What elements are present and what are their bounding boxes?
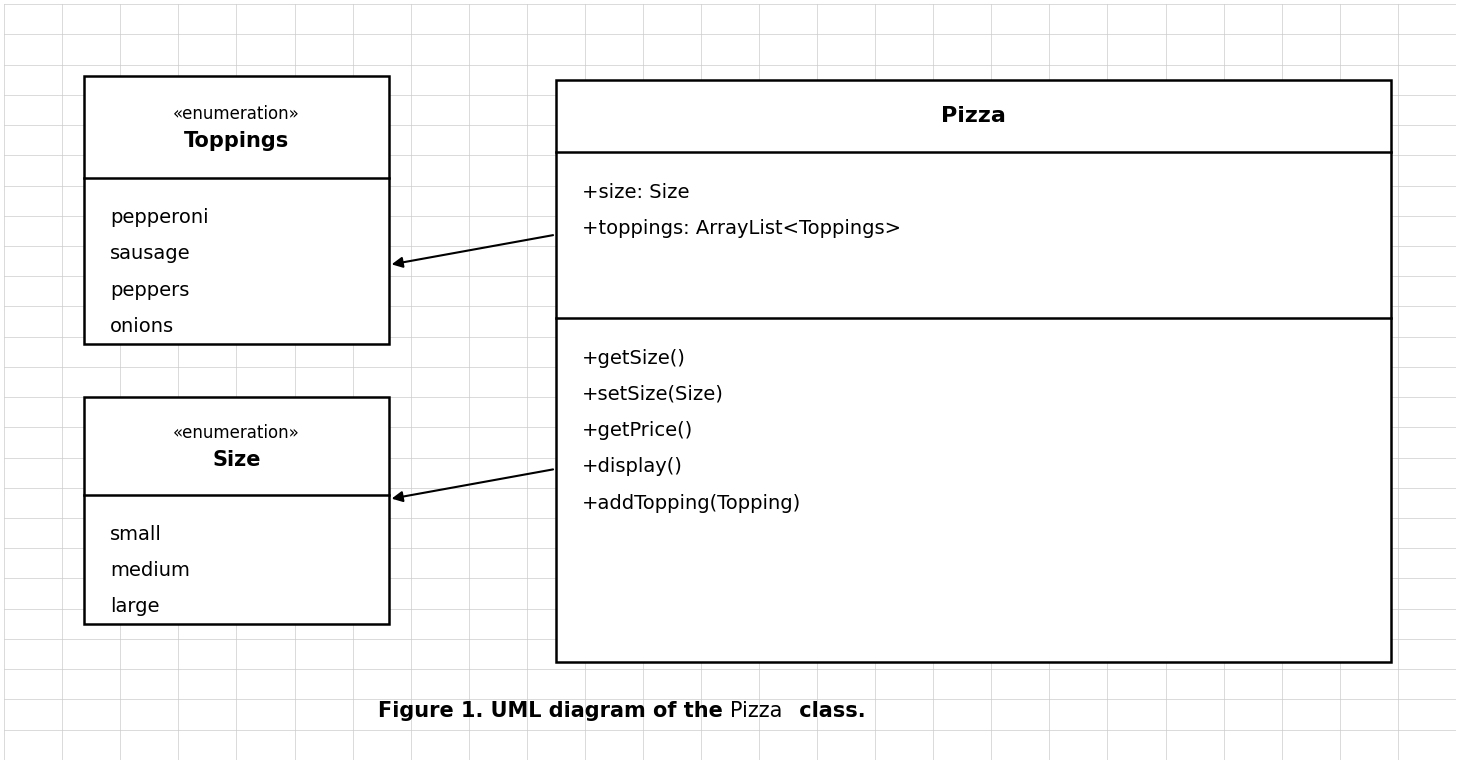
Text: +getPrice(): +getPrice(): [583, 421, 694, 440]
Text: small: small: [110, 525, 162, 544]
Text: onions: onions: [110, 317, 174, 336]
Text: Toppings: Toppings: [184, 131, 289, 151]
Text: Figure 1. UML diagram of the: Figure 1. UML diagram of the: [378, 701, 730, 720]
Text: Pizza: Pizza: [730, 701, 783, 720]
Text: Pizza: Pizza: [940, 106, 1006, 126]
Text: +size: Size: +size: Size: [583, 183, 689, 202]
Text: +setSize(Size): +setSize(Size): [583, 385, 724, 404]
Text: +toppings: ArrayList<Toppings>: +toppings: ArrayList<Toppings>: [583, 219, 901, 238]
Bar: [85, 76, 388, 345]
Text: +addTopping(Topping): +addTopping(Topping): [583, 494, 802, 513]
Text: peppers: peppers: [110, 280, 190, 299]
Bar: [556, 79, 1390, 662]
Text: medium: medium: [110, 561, 190, 580]
Text: Size: Size: [212, 449, 261, 470]
Text: large: large: [110, 597, 159, 617]
Text: «enumeration»: «enumeration»: [172, 424, 299, 442]
Text: «enumeration»: «enumeration»: [172, 105, 299, 123]
Bar: [85, 397, 388, 624]
Text: +display(): +display(): [583, 458, 683, 476]
Text: class.: class.: [793, 701, 866, 720]
Text: +getSize(): +getSize(): [583, 348, 686, 367]
Text: pepperoni: pepperoni: [110, 208, 209, 227]
Text: sausage: sausage: [110, 244, 191, 264]
